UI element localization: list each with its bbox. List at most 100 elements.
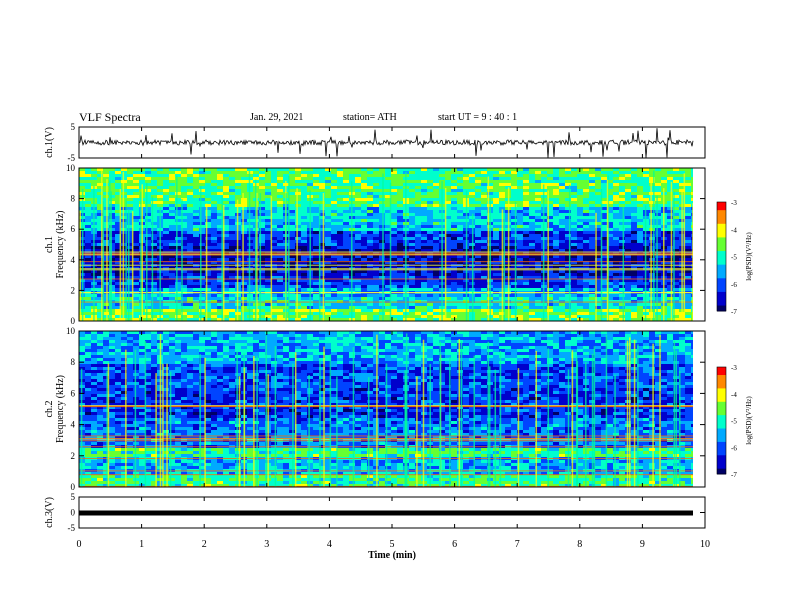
ch1-spectrogram-colorbar-cell [717, 234, 726, 238]
ch1-spectrogram-sferic [125, 199, 127, 321]
ch2-spectrogram-sferic [626, 340, 629, 487]
ch1-spectrogram-sferic [663, 188, 665, 321]
ch1-spectrogram-sferic [140, 191, 142, 321]
ch1-spectrogram-cells [79, 168, 697, 321]
ch1-spectrogram-colorbar-cell [717, 270, 726, 274]
ch1-spectrogram-colorbar-cell [717, 261, 726, 266]
ch1-spectrogram-sferic [254, 179, 257, 321]
ch1-spectrogram-sferic [405, 172, 407, 321]
ch2-spectrogram-sferic [416, 376, 418, 487]
ch1-spectrogram-sferic [181, 199, 183, 321]
ch2-spectrogram-sferic [265, 335, 268, 487]
ch2-spectrogram-colorbar-cell [717, 423, 726, 427]
ch1-spectrogram-colorbar-cell [717, 291, 726, 296]
ch1-spectrogram-colorbar-cell [717, 240, 726, 244]
ch2-spectrogram-sferic [673, 340, 676, 487]
ch1-spectrogram-sferic [382, 173, 384, 321]
ch2-spectrogram-ytick-label: 6 [71, 388, 76, 398]
ch1-spectrogram-line-feature [79, 292, 693, 294]
ch2-spectrogram-sferic [652, 343, 654, 487]
ch1-spectrogram-sferic [102, 201, 105, 321]
axes-layer [78, 126, 727, 529]
ch1-spectrogram-sferic [568, 184, 571, 321]
ch1-spectrogram-sferic [81, 188, 84, 321]
ch1-spectrogram-colorbar-cell [717, 204, 726, 208]
ch1-spectrogram-sferic [106, 179, 108, 321]
ch1-spectrogram-colorbar-cell [717, 253, 726, 257]
ch1-waveform-ytick-label: 5 [71, 122, 76, 132]
station-label: station= ATH [343, 112, 397, 123]
ch2-spectrogram-colorbar-cell [717, 417, 726, 421]
ch1-spectrogram-colorbar-tick-label: -4 [731, 226, 737, 234]
ch2-spectrogram-colorbar-cell [717, 407, 726, 411]
ch2-spectrogram-sferic [238, 376, 241, 487]
ch1-spectrogram-sferic [288, 175, 290, 321]
ch1-spectrogram-colorbar-cell [717, 256, 726, 260]
ch1-spectrogram-colorbar-frame [716, 201, 727, 312]
ch2-spectrogram-sferic [319, 359, 321, 487]
ch2-spectrogram-colorbar-cell [717, 449, 726, 454]
ch1-spectrogram-sferic [151, 196, 154, 321]
ch1-spectrogram-sferic [270, 196, 273, 321]
ch2-spectrogram-colorbar-cell [717, 385, 726, 389]
ch2-spectrogram-sferic [125, 349, 127, 487]
ch1-spectrogram-sferic [465, 190, 468, 321]
ch2-spectrogram-colorbar-tick-label: -3 [731, 364, 737, 372]
ch1-spectrogram-sferic [595, 212, 597, 321]
ch2-spectrogram-sferic [575, 356, 578, 487]
xtick-label: 8 [577, 539, 582, 550]
ch2-spectrogram-ytick-label: 4 [71, 420, 76, 430]
ch1-spectrogram-sferic [681, 188, 683, 321]
ch2-spectrogram-colorbar-tick-label: -5 [731, 418, 737, 426]
ch2-spectrogram-sferic [292, 363, 294, 487]
ch1-spectrogram-sferic [205, 203, 208, 321]
ch2-spectrogram-colorbar-tick-label: -4 [731, 391, 737, 399]
ch2-spectrogram-sferic [591, 353, 594, 487]
ch2-spectrogram-sferic [535, 350, 538, 487]
ch1-spectrogram-ylabel: Frequency (kHz) [55, 210, 66, 278]
ch1-spectrogram-colorbar-cell [717, 202, 726, 206]
ch2-spectrogram-sferic [422, 339, 425, 487]
ch1-spectrogram-sferic [653, 170, 655, 321]
ch1-spectrogram-line-feature [79, 254, 693, 256]
ch1-spectrogram-sferic [600, 188, 603, 321]
ch1-spectrogram-sferic [656, 195, 658, 321]
ch2-spectrogram-sferic [323, 346, 325, 487]
ch2-spectrogram-sferic [107, 363, 110, 487]
ch1-spectrogram-sferic [514, 201, 517, 321]
ch1-spectrogram-sferic [236, 199, 239, 321]
ch2-spectrogram-sferic [439, 341, 442, 487]
ch1-spectrogram-colorbar-cell [717, 286, 726, 290]
ch2-spectrogram-sferic [571, 350, 574, 487]
ch3-trace [79, 510, 693, 516]
ch1-spectrogram-colorbar-cell [717, 248, 726, 252]
ch1-spectrogram-colorbar-cell [717, 223, 726, 228]
ch1-spectrogram-sferic [683, 173, 686, 321]
ch2-spectrogram-colorbar-cell [717, 457, 726, 462]
ch2-spectrogram-sferic [547, 348, 550, 487]
ch1-spectrogram-sferic [351, 181, 353, 321]
ch2-spectrogram-sferic [633, 339, 636, 487]
ch2-spectrogram-sferic [449, 357, 451, 487]
ch2-spectrogram-sferic [460, 341, 463, 487]
ch2-spectrogram-sferic [267, 374, 269, 487]
ch2-spectrogram-colorbar-cell [717, 441, 726, 446]
ch2-spectrogram-sferic [80, 368, 83, 487]
ch1-spectrogram-colorbar-cell [717, 272, 726, 277]
ch2-spectrogram-colorbar-cell [717, 420, 726, 424]
ch2-spectrogram-colorbar-cell [717, 401, 726, 405]
ch2-spectrogram-sferic [329, 354, 332, 487]
ch1-spectrogram-colorbar-cell [717, 237, 726, 241]
ch2-spectrogram-colorbar-cell [717, 375, 726, 379]
ch1-spectrogram-sferic [200, 186, 202, 321]
ch2-spectrogram-sferic [605, 334, 608, 487]
ch1-spectrogram-sferic [101, 168, 103, 321]
ch1-spectrogram-sferic [389, 182, 392, 321]
ch2-spectrogram-sferic [169, 371, 172, 487]
ch1-spectrogram-sferic [296, 188, 298, 321]
ch2-spectrogram-sferic [614, 374, 616, 487]
ch2-spectrogram-sferic [204, 357, 206, 487]
ch1-spectrogram-sferic [692, 203, 694, 321]
ch2-spectrogram-colorbar-cell [717, 415, 726, 419]
ch1-spectrogram-colorbar-cell [717, 231, 726, 236]
